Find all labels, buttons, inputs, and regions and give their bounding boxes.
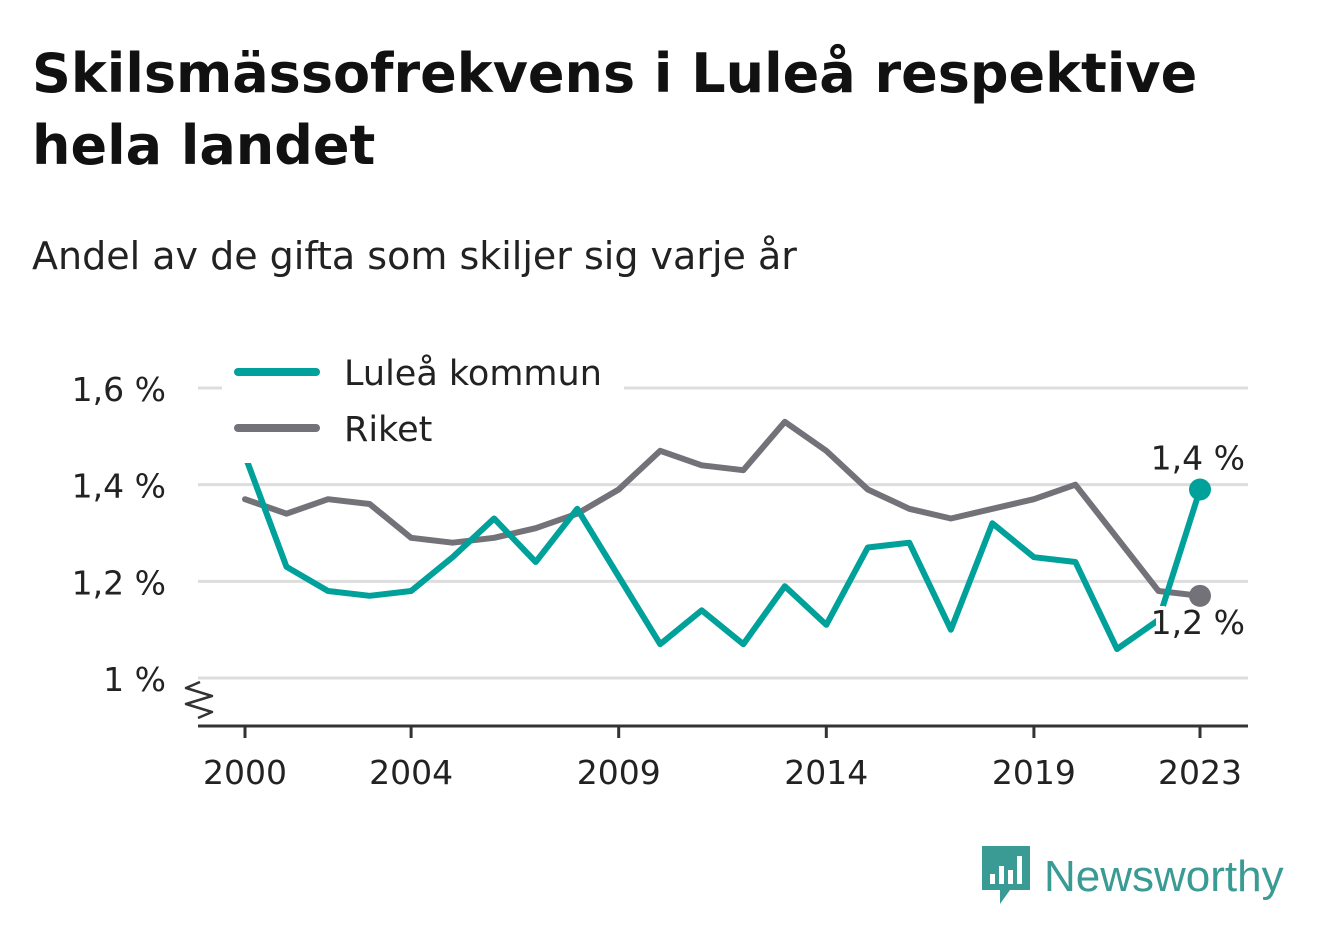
x-axis: 2000 2004 2009 2014 2019 2023	[184, 680, 1248, 792]
newsworthy-logo: Newsworthy	[982, 846, 1284, 908]
y-tick-label: 1 %	[103, 660, 166, 699]
x-tick-label: 2000	[203, 753, 287, 792]
end-value-label: 1,4 %	[1151, 439, 1245, 478]
y-axis-labels: 1 % 1,2 % 1,4 % 1,6 %	[72, 370, 166, 699]
x-tick-label: 2014	[784, 753, 868, 792]
bar-chart-speech-bubble-icon	[982, 846, 1030, 904]
legend-label: Luleå kommun	[344, 353, 602, 394]
y-tick-label: 1,2 %	[72, 563, 166, 602]
series-lines	[242, 418, 1211, 652]
end-point-marker	[1189, 584, 1211, 607]
end-point-marker	[1189, 478, 1211, 501]
x-tick-label: 2004	[369, 753, 453, 792]
y-tick-label: 1,6 %	[72, 370, 166, 409]
chart-title: Skilsmässofrekvens i Luleå respektive he…	[32, 42, 1198, 177]
series-line-lulea	[242, 452, 1203, 652]
end-value-label: 1,2 %	[1151, 603, 1245, 642]
chart-subtitle: Andel av de gifta som skiljer sig varje …	[32, 234, 797, 278]
legend-label: Riket	[344, 410, 432, 450]
end-labels: 1,4 % 1,2 %	[1147, 435, 1249, 646]
legend: Luleå kommun Riket	[222, 345, 624, 463]
axis-break-icon	[184, 680, 214, 720]
brand-name: Newsworthy	[1044, 852, 1284, 901]
legend-background	[222, 345, 624, 463]
x-tick-label: 2019	[992, 753, 1076, 792]
x-tick-label: 2023	[1158, 753, 1242, 792]
y-tick-label: 1,4 %	[72, 467, 166, 506]
x-tick-label: 2009	[577, 753, 661, 792]
series-line-riket	[242, 418, 1203, 599]
